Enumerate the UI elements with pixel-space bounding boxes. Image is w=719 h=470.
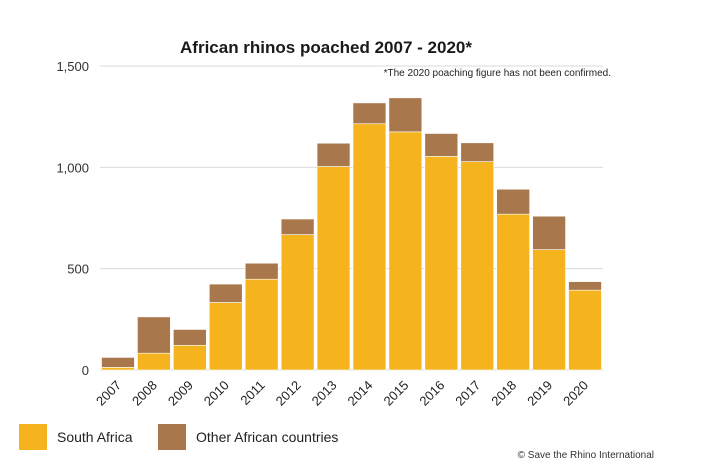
bar-other-african-countries-2008 bbox=[137, 316, 171, 354]
bar-other-african-countries-2011 bbox=[244, 262, 279, 280]
x-tick-label: 2017 bbox=[452, 378, 483, 409]
x-tick-label: 2020 bbox=[560, 378, 591, 409]
bar-south-africa-2014 bbox=[352, 123, 387, 371]
y-tick-label: 0 bbox=[82, 363, 89, 378]
x-tick-label: 2012 bbox=[273, 378, 304, 409]
y-tick-label: 1,000 bbox=[56, 160, 89, 175]
x-tick-label: 2019 bbox=[524, 378, 555, 409]
x-tick-label: 2010 bbox=[201, 378, 232, 409]
y-axis: 0 500 1,000 1,500 bbox=[56, 59, 89, 378]
x-tick-label: 2016 bbox=[416, 378, 447, 409]
bar-south-africa-2013 bbox=[316, 166, 351, 371]
y-tick-label: 1,500 bbox=[56, 59, 89, 74]
chart-note: *The 2020 poaching figure has not been c… bbox=[384, 68, 611, 79]
bar-other-african-countries-2012 bbox=[280, 218, 315, 235]
bar-south-africa-2012 bbox=[280, 234, 315, 371]
bar-other-african-countries-2009 bbox=[173, 329, 207, 346]
x-tick-label: 2009 bbox=[165, 378, 196, 409]
legend: South Africa Other African countries bbox=[19, 424, 338, 450]
x-tick-label: 2015 bbox=[380, 378, 411, 409]
x-tick-label: 2011 bbox=[237, 378, 267, 408]
credit-text: © Save the Rhino International bbox=[518, 450, 654, 461]
x-tick-label: 2007 bbox=[93, 378, 124, 409]
legend-label: South Africa bbox=[57, 429, 133, 445]
bar-south-africa-2018 bbox=[496, 213, 530, 371]
chart-title: African rhinos poached 2007 - 2020* bbox=[180, 38, 472, 57]
x-tick-label: 2013 bbox=[309, 378, 340, 409]
bars bbox=[101, 97, 602, 371]
bar-other-african-countries-2010 bbox=[208, 283, 243, 303]
legend-swatch-other-african-countries bbox=[158, 424, 186, 450]
legend-label: Other African countries bbox=[196, 429, 338, 445]
bar-other-african-countries-2015 bbox=[388, 97, 423, 133]
bar-other-african-countries-2019 bbox=[532, 215, 566, 250]
bar-south-africa-2020 bbox=[568, 289, 602, 371]
bar-south-africa-2009 bbox=[173, 344, 207, 371]
x-tick-label: 2018 bbox=[488, 378, 519, 409]
bar-south-africa-2011 bbox=[244, 278, 279, 371]
x-axis: 2007 2008 2009 2010 2011 2012 2013 2014 2015 2016… bbox=[93, 378, 591, 409]
bar-other-african-countries-2007 bbox=[101, 357, 135, 368]
y-tick-label: 500 bbox=[67, 262, 89, 277]
bar-other-african-countries-2017 bbox=[460, 142, 495, 162]
bar-south-africa-2008 bbox=[137, 352, 171, 371]
bar-other-african-countries-2018 bbox=[496, 188, 530, 215]
bar-other-african-countries-2014 bbox=[352, 102, 387, 125]
x-tick-label: 2008 bbox=[129, 378, 160, 409]
bar-other-african-countries-2020 bbox=[568, 281, 602, 291]
bar-south-africa-2010 bbox=[208, 302, 243, 371]
bar-south-africa-2007 bbox=[101, 367, 135, 371]
bar-south-africa-2016 bbox=[424, 156, 459, 371]
bar-other-african-countries-2016 bbox=[424, 133, 459, 157]
bar-other-african-countries-2013 bbox=[316, 142, 351, 167]
bar-south-africa-2019 bbox=[532, 249, 566, 371]
x-tick-label: 2014 bbox=[345, 378, 376, 409]
bar-south-africa-2017 bbox=[460, 161, 495, 371]
bar-south-africa-2015 bbox=[388, 131, 423, 371]
legend-swatch-south-africa bbox=[19, 424, 47, 450]
